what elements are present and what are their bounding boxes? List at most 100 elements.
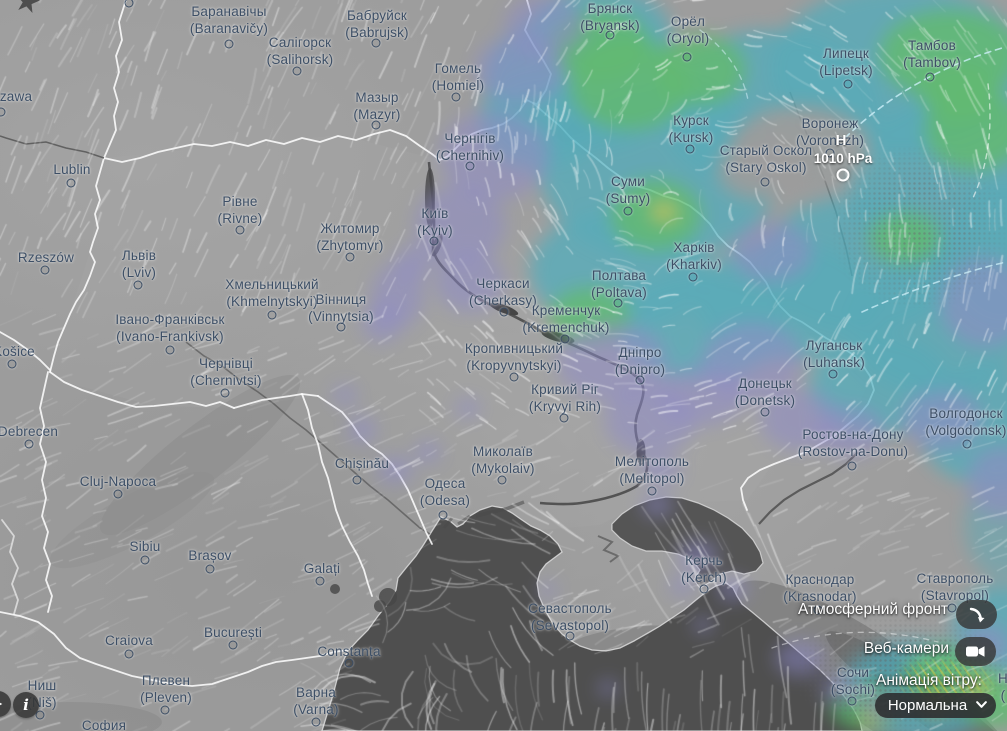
city-marker[interactable]: [0, 107, 6, 117]
city-marker[interactable]: [124, 0, 134, 8]
city-marker[interactable]: [438, 510, 448, 520]
city-label[interactable]: Ростов-на-Дону (Rostov-na-Donu): [798, 427, 909, 460]
info-button[interactable]: i: [13, 692, 39, 718]
city-marker[interactable]: [925, 72, 935, 82]
city-marker[interactable]: [699, 584, 709, 594]
city-label[interactable]: Чернівці (Chernivtsi): [190, 356, 261, 389]
city-label[interactable]: zawa: [0, 89, 32, 106]
city-label[interactable]: Chișinău: [335, 456, 389, 473]
city-marker[interactable]: [220, 388, 230, 398]
city-marker[interactable]: [682, 52, 692, 62]
city-marker[interactable]: [160, 705, 170, 715]
city-marker[interactable]: [465, 161, 475, 171]
city-marker[interactable]: [605, 30, 615, 40]
city-label[interactable]: Старый Оскол (Stary Oskol): [720, 143, 813, 176]
city-label[interactable]: Липецк (Lipetsk): [819, 46, 873, 79]
city-marker[interactable]: [509, 372, 519, 382]
city-label[interactable]: Донецьк (Donetsk): [735, 376, 795, 409]
city-label[interactable]: Львів (Lviv): [122, 248, 156, 281]
city-marker[interactable]: [962, 439, 972, 449]
city-marker[interactable]: [497, 475, 507, 485]
city-label[interactable]: Н(: [998, 671, 1007, 704]
city-label[interactable]: Košice: [0, 344, 35, 361]
city-label[interactable]: Краснодар (Krasnodar): [783, 572, 856, 605]
city-marker[interactable]: [228, 640, 238, 650]
city-marker[interactable]: [315, 576, 325, 586]
city-marker[interactable]: [371, 120, 381, 130]
city-label[interactable]: Брянск (Bryansk): [580, 1, 640, 34]
city-label[interactable]: Мазыр (Mazyr): [353, 90, 400, 123]
city-marker[interactable]: [451, 92, 461, 102]
city-label[interactable]: Мелітополь (Melitopol): [615, 454, 689, 487]
city-label[interactable]: Рівне (Rivne): [218, 194, 263, 227]
city-label[interactable]: Кропивницький (Kropyvnytskyi): [465, 341, 563, 374]
city-label[interactable]: Тамбов (Tambov): [903, 38, 961, 71]
city-label[interactable]: Волгодонск (Volgodonsk): [925, 406, 1006, 439]
city-label[interactable]: Плевен (Pleven): [140, 673, 192, 706]
city-marker[interactable]: [345, 252, 355, 262]
city-marker[interactable]: [813, 605, 823, 615]
city-label[interactable]: Керчь (Kerch): [681, 553, 727, 586]
city-label[interactable]: Хмельницький (Khmelnytskyi): [225, 277, 318, 310]
city-marker[interactable]: [124, 649, 134, 659]
city-marker[interactable]: [352, 475, 362, 485]
city-label[interactable]: Кривий Ріг (Kryvyi Rih): [529, 382, 601, 415]
city-label[interactable]: Орёл (Oryol): [667, 14, 710, 47]
city-label[interactable]: Полтава (Poltava): [591, 268, 647, 301]
city-marker[interactable]: [35, 710, 45, 720]
city-marker[interactable]: [647, 486, 657, 496]
city-label[interactable]: Миколаїв (Mykolaiv): [471, 444, 535, 477]
city-marker[interactable]: [344, 658, 354, 668]
city-label[interactable]: Дніпро (Dnipro): [615, 345, 665, 378]
city-marker[interactable]: [559, 413, 569, 423]
city-label[interactable]: Курск (Kursk): [669, 113, 714, 146]
city-label[interactable]: Одеса (Odesa): [420, 476, 470, 509]
city-label[interactable]: Сочи (Sochi): [831, 665, 875, 698]
city-marker[interactable]: [24, 439, 34, 449]
city-marker[interactable]: [235, 225, 245, 235]
city-marker[interactable]: [292, 66, 302, 76]
city-label[interactable]: Черкаси (Cherkasy): [469, 276, 537, 309]
city-marker[interactable]: [565, 631, 575, 641]
city-label[interactable]: Вінниця (Vinnytsia): [308, 292, 374, 325]
webcams-button[interactable]: [955, 637, 996, 666]
city-marker[interactable]: [760, 177, 770, 187]
city-label[interactable]: Варна (Varna): [293, 685, 338, 718]
city-marker[interactable]: [133, 280, 143, 290]
city-marker[interactable]: [947, 603, 957, 613]
city-label[interactable]: Гомель (Homieĺ): [432, 61, 485, 94]
city-marker[interactable]: [843, 79, 853, 89]
city-marker[interactable]: [205, 564, 215, 574]
city-label[interactable]: Київ (Kyiv): [417, 206, 453, 239]
city-marker[interactable]: [224, 39, 234, 49]
city-label[interactable]: Салігорск (Salihorsk): [267, 35, 334, 68]
city-label[interactable]: Івано-Франківськ (Ivano-Frankivsk): [115, 312, 224, 345]
city-label[interactable]: Lublin: [53, 162, 90, 179]
city-label[interactable]: Constanța: [317, 644, 380, 661]
city-marker[interactable]: [66, 178, 76, 188]
wind-animation-select[interactable]: Нормальна: [875, 693, 996, 718]
city-marker[interactable]: [499, 307, 509, 317]
city-label[interactable]: Кременчук (Kremenchuk): [522, 303, 609, 336]
city-label[interactable]: Galați: [304, 561, 340, 578]
city-marker[interactable]: [685, 144, 695, 154]
city-marker[interactable]: [7, 359, 17, 369]
city-marker[interactable]: [613, 298, 623, 308]
city-marker[interactable]: [828, 369, 838, 379]
city-label[interactable]: Суми (Sumy): [606, 174, 651, 207]
city-marker[interactable]: [371, 38, 381, 48]
city-marker[interactable]: [623, 206, 633, 216]
city-marker[interactable]: [847, 461, 857, 471]
city-marker[interactable]: [165, 345, 175, 355]
city-label[interactable]: Воронеж (Voronezh): [796, 116, 864, 149]
city-label[interactable]: Луганськ (Luhansk): [803, 338, 865, 371]
city-label[interactable]: Баранавічы (Baranavičy): [190, 4, 268, 37]
city-label[interactable]: Cluj-Napoca: [80, 474, 156, 491]
city-label[interactable]: Чернігів (Chernihiv): [436, 131, 504, 164]
city-label[interactable]: Севастополь (Sevastopol): [528, 601, 612, 634]
city-label[interactable]: София: [82, 718, 126, 731]
city-label[interactable]: Харків (Kharkiv): [666, 240, 722, 273]
share-button-partial[interactable]: [0, 691, 11, 717]
front-toggle-button[interactable]: [956, 600, 997, 629]
